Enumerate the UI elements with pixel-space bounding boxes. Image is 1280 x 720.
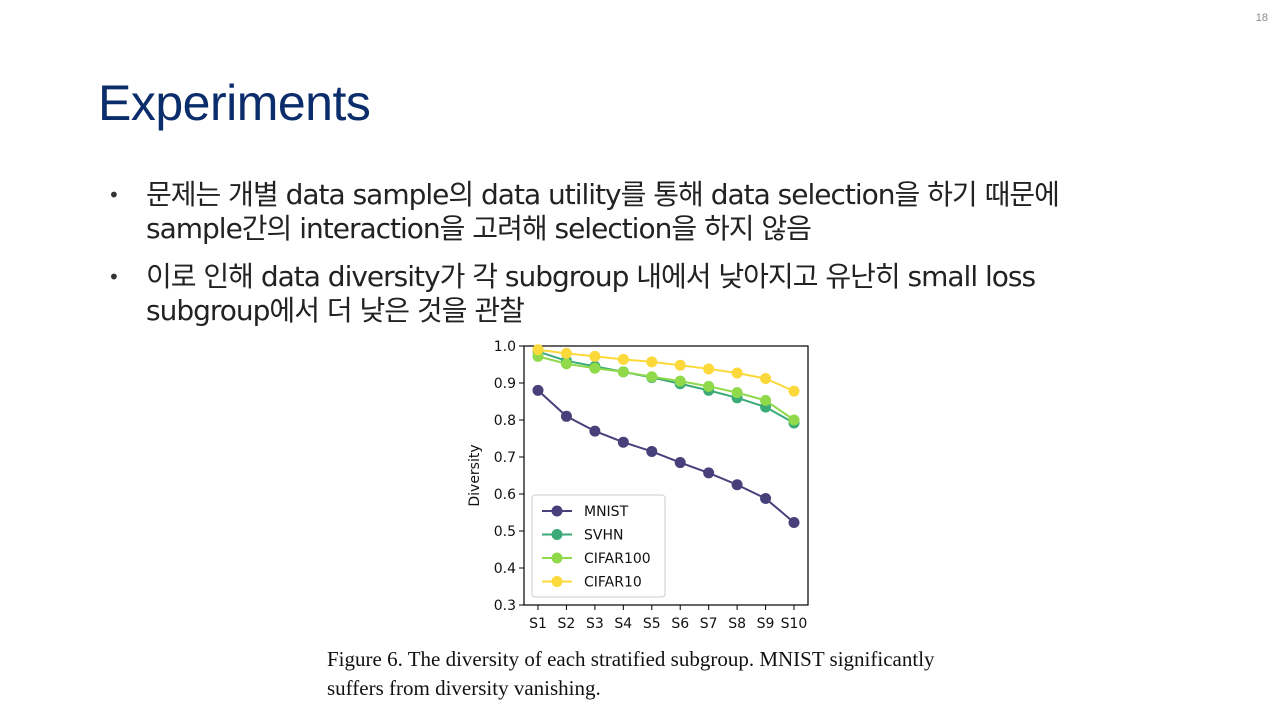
x-tick-label: S9 — [757, 616, 775, 632]
data-point — [617, 366, 629, 378]
legend-marker — [551, 529, 563, 540]
x-tick-label: S5 — [643, 616, 661, 632]
legend-label: CIFAR100 — [584, 551, 651, 567]
x-tick-label: S1 — [529, 616, 547, 632]
diversity-chart: 0.3 0.4 0.5 0.6 0.7 0.8 0.9 1.0 S1 S2 S3 S4 S5 S6 S7 S8… — [456, 338, 826, 638]
data-point — [560, 358, 572, 370]
plot-frame — [523, 345, 809, 606]
bullet-list: • 문제는 개별 data sample의 data utility를 통해 d… — [108, 178, 1148, 342]
data-point — [731, 479, 743, 491]
data-point — [617, 436, 629, 448]
data-point — [788, 516, 800, 528]
bullet-item: • 이로 인해 data diversity가 각 subgroup 내에서 낮… — [108, 260, 1148, 328]
data-point — [589, 425, 601, 437]
data-point — [617, 353, 629, 365]
chart-svg: 0.3 0.4 0.5 0.6 0.7 0.8 0.9 1.0 S1 S2 S3 S4 S5 S6 S7 S8… — [467, 339, 809, 632]
data-point — [703, 380, 715, 392]
y-tick-label: 0.6 — [494, 487, 516, 503]
legend-label: SVHN — [584, 528, 623, 544]
data-point — [674, 359, 686, 371]
bullet-dot: • — [108, 183, 120, 207]
legend-label: CIFAR10 — [584, 575, 642, 591]
figure-caption: Figure 6. The diversity of each stratifi… — [327, 647, 935, 700]
data-point — [532, 344, 544, 356]
bullet-dot: • — [108, 265, 120, 289]
bullet-text: 이로 인해 data diversity가 각 subgroup 내에서 낮아지… — [146, 260, 1036, 327]
x-tick-label: S10 — [781, 616, 808, 632]
bullet-text: 문제는 개별 data sample의 data utility를 통해 dat… — [146, 178, 1060, 245]
y-tick-label: 1.0 — [494, 339, 516, 355]
series-line — [537, 355, 795, 421]
data-point — [703, 467, 715, 479]
data-point — [731, 367, 743, 379]
data-point — [532, 384, 544, 396]
x-tick-label: S3 — [586, 616, 604, 632]
data-point — [646, 445, 658, 457]
data-point — [560, 410, 572, 422]
slide-title: Experiments — [98, 75, 371, 131]
data-point — [646, 356, 658, 368]
y-axis-label: Diversity — [467, 444, 483, 506]
y-tick-label: 0.3 — [494, 598, 516, 614]
data-point — [788, 385, 800, 397]
data-point — [646, 371, 658, 383]
x-tick-label: S7 — [700, 616, 718, 632]
data-point — [589, 362, 601, 374]
legend-label: MNIST — [584, 504, 629, 520]
x-tick-label: S4 — [614, 616, 632, 632]
y-tick-label: 0.5 — [494, 524, 516, 540]
page-number: 18 — [1255, 12, 1268, 24]
y-tick-label: 0.9 — [494, 376, 516, 392]
data-point — [788, 414, 800, 426]
data-point — [560, 347, 572, 359]
y-tick-label: 0.8 — [494, 413, 516, 429]
x-tick-label: S8 — [728, 616, 746, 632]
data-point — [674, 375, 686, 387]
series-line — [537, 350, 795, 424]
data-point — [760, 394, 772, 406]
data-point — [760, 492, 772, 504]
data-point — [703, 363, 715, 375]
x-tick-label: S2 — [558, 616, 576, 632]
bullet-item: • 문제는 개별 data sample의 data utility를 통해 d… — [108, 178, 1148, 246]
legend-marker — [551, 552, 563, 564]
series-line — [537, 389, 795, 524]
legend-marker — [551, 576, 563, 587]
y-tick-label: 0.7 — [494, 450, 516, 466]
y-tick-label: 0.4 — [494, 561, 516, 577]
data-point — [731, 387, 743, 399]
data-point — [589, 350, 601, 362]
data-point — [760, 373, 772, 385]
legend-marker — [551, 505, 563, 517]
series-line — [537, 348, 795, 393]
data-point — [674, 457, 686, 469]
legend-box — [531, 494, 666, 598]
x-tick-label: S6 — [671, 616, 689, 632]
